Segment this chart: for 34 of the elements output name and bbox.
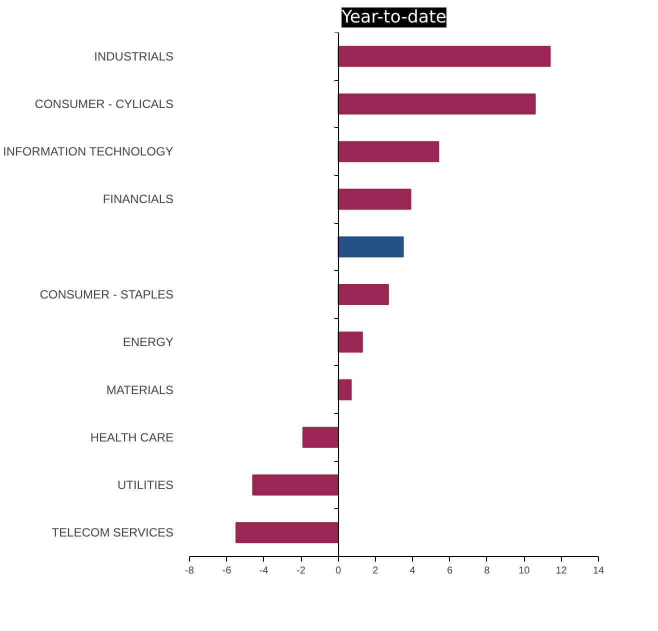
bar	[302, 426, 339, 448]
chart-title: Year-to-date	[340, 8, 446, 28]
y-tick-label: INDUSTRIALS	[94, 49, 174, 64]
y-tick-label: TELECOM SERVICES	[52, 526, 174, 540]
y-tick-label: MATERIALS	[106, 382, 174, 397]
bar	[338, 284, 389, 306]
bar	[338, 188, 412, 210]
bar	[235, 522, 339, 544]
y-tick-label: CONSUMER - CYLICALS	[34, 96, 174, 111]
bar	[338, 141, 440, 162]
bar	[338, 93, 536, 114]
y-tick-label: ENERGY	[122, 335, 174, 350]
x-tick-label: 10	[518, 566, 530, 576]
y-tick-label: CONSUMER - STAPLES	[40, 288, 174, 302]
bar	[252, 474, 339, 496]
x-tick-label: 4	[410, 566, 416, 576]
x-tick-label: 2	[372, 566, 379, 576]
bar	[338, 46, 551, 67]
y-tick-label: FINANCIALS	[102, 192, 174, 206]
x-tick-label: 14	[592, 566, 604, 576]
bar	[338, 236, 404, 258]
bar	[338, 379, 352, 400]
y-tick-label: HEALTH CARE	[90, 430, 174, 444]
y-tick-label: UTILITIES	[117, 478, 174, 492]
y-tick-label: INFORMATION TECHNOLOGY	[3, 144, 174, 159]
x-tick-label: 12	[556, 566, 568, 576]
x-tick-label: -2	[296, 566, 306, 576]
x-tick-label: 8	[484, 566, 490, 576]
x-tick-label: -8	[185, 566, 194, 576]
x-tick-label: -4	[259, 566, 269, 576]
bar	[338, 332, 363, 353]
x-tick-label: 6	[446, 566, 453, 576]
x-tick-label: -6	[222, 566, 232, 576]
x-tick-label: 0	[335, 566, 342, 576]
